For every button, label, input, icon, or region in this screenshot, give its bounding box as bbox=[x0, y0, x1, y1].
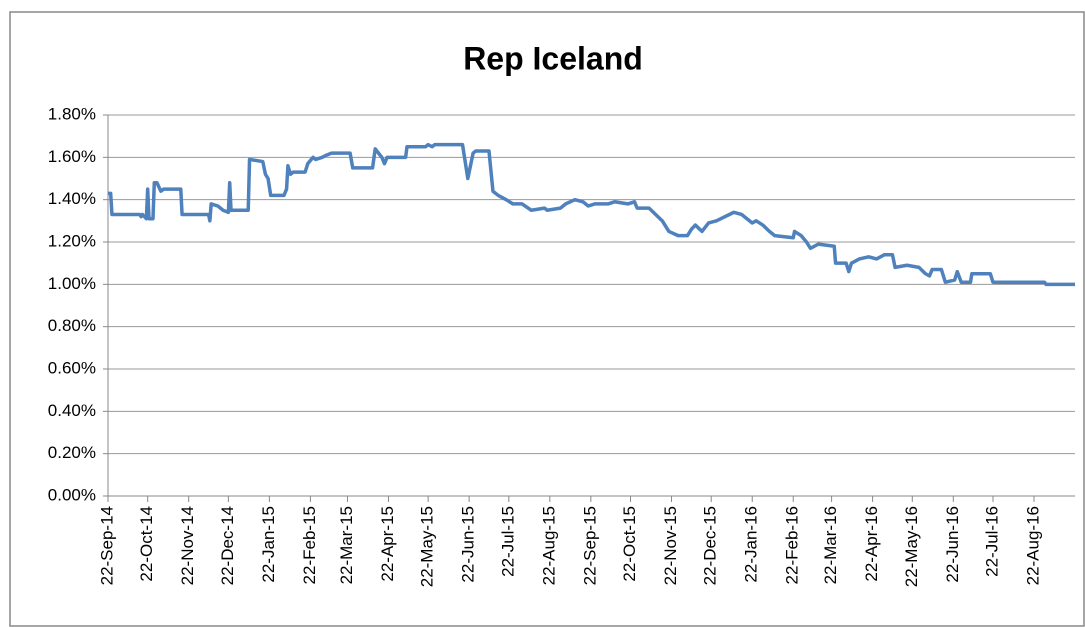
x-tick-label: 22-Feb-16 bbox=[783, 506, 802, 584]
data-line bbox=[108, 142, 1075, 287]
y-tick-label: 1.20% bbox=[48, 231, 96, 250]
y-tick-label: 1.40% bbox=[48, 189, 96, 208]
x-tick-label: 22-Mar-15 bbox=[337, 506, 356, 584]
x-tick-label: 22-May-16 bbox=[902, 506, 921, 587]
y-tick-label: 0.60% bbox=[48, 358, 96, 377]
y-tick-label: 1.00% bbox=[48, 274, 96, 293]
x-tick-label: 22-Apr-16 bbox=[862, 506, 881, 582]
x-tick-label: 22-Aug-15 bbox=[539, 506, 558, 585]
x-tick-label: 22-Aug-16 bbox=[1023, 506, 1042, 585]
x-tick-label: 22-Feb-15 bbox=[300, 506, 319, 584]
x-tick-label: 22-Nov-15 bbox=[661, 506, 680, 585]
x-tick-label: 22-Jun-16 bbox=[943, 506, 962, 583]
x-tick-label: 22-Oct-15 bbox=[620, 506, 639, 582]
x-tick-label: 22-Jan-16 bbox=[742, 506, 761, 583]
x-tick-label: 22-Jun-15 bbox=[459, 506, 478, 583]
x-tick-label: 22-Jan-15 bbox=[259, 506, 278, 583]
chart-frame bbox=[9, 11, 1085, 627]
y-tick-label: 0.20% bbox=[48, 443, 96, 462]
x-tick-label: 22-Oct-14 bbox=[137, 506, 156, 582]
x-tick-label: 22-Sep-14 bbox=[97, 506, 116, 585]
x-tick-label: 22-Jul-16 bbox=[982, 506, 1001, 577]
y-tick-label: 0.80% bbox=[48, 316, 96, 335]
y-tick-label: 0.40% bbox=[48, 401, 96, 420]
y-tick-label: 0.00% bbox=[48, 485, 96, 504]
x-tick-label: 22-May-15 bbox=[418, 506, 437, 587]
chart-title: Rep Iceland bbox=[463, 40, 643, 76]
x-tick-label: 22-Jul-15 bbox=[498, 506, 517, 577]
x-tick-label: 22-Sep-15 bbox=[580, 506, 599, 585]
x-tick-label: 22-Nov-14 bbox=[178, 506, 197, 585]
x-tick-label: 22-Apr-15 bbox=[378, 506, 397, 582]
y-tick-label: 1.60% bbox=[48, 147, 96, 166]
y-tick-label: 1.80% bbox=[48, 104, 96, 123]
x-tick-label: 22-Dec-14 bbox=[218, 506, 237, 585]
x-tick-label: 22-Dec-15 bbox=[701, 506, 720, 585]
x-tick-label: 22-Mar-16 bbox=[821, 506, 840, 584]
